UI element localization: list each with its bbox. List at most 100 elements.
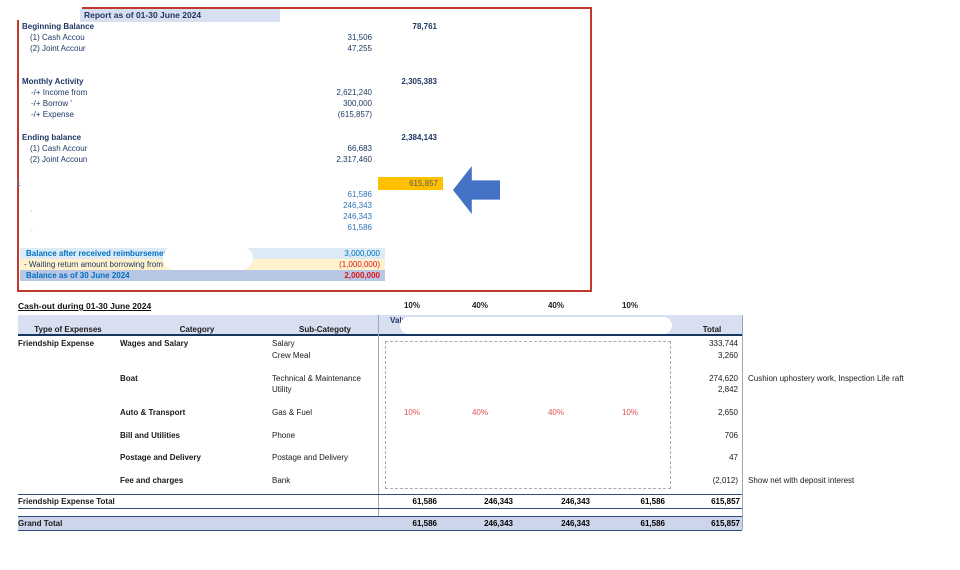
expense-total: (2,012) <box>712 476 738 485</box>
row-value-joint-account-2: 2,317,460 <box>336 155 372 164</box>
expense-total: 47 <box>729 453 738 462</box>
expense-category: Auto & Transport <box>120 408 186 417</box>
subtotal-value: 246,343 <box>561 497 590 506</box>
quarter-value: 61,586 <box>347 190 372 199</box>
expense-subcategory: Salary <box>272 339 295 348</box>
header-bottom-border <box>18 334 742 336</box>
expense-total: 3,260 <box>717 351 738 360</box>
erased-text-fragment: ˎ <box>31 226 33 232</box>
row-label-income: -/+ Income from <box>31 88 88 97</box>
report-title-cell: Report as of 01-30 June 2024 <box>80 9 280 22</box>
row-value-income: 2,621,240 <box>336 88 372 97</box>
row-value-cash-account-2: 66,683 <box>347 144 372 153</box>
expense-total: 2,650 <box>717 408 738 417</box>
row-label-ending-balance: Ending balance <box>22 133 82 142</box>
summary-value-final-balance: 2,000,000 <box>344 271 380 280</box>
subtotal-value: 61,586 <box>412 497 437 506</box>
column-header-category: Category <box>179 325 215 334</box>
row-label-borrow: -/+ Borrow ' <box>31 99 72 108</box>
grand-total-value: 61,586 <box>412 519 437 528</box>
summary-value-waiting-return: (1,000,000) <box>339 260 380 269</box>
subtotal-value: 246,343 <box>484 497 513 506</box>
expense-subcategory: Crew Meal <box>272 351 311 360</box>
quarter-value: 246,343 <box>343 212 372 221</box>
subtotal-bottom-border <box>18 508 742 509</box>
column-header-subcategory: Sub-Categoty <box>299 325 351 334</box>
erased-text-fragment: L <box>17 179 21 186</box>
row-value-monthly-activity: 2,305,383 <box>401 77 437 86</box>
row-label-joint-account-1: (2) Joint Accour <box>30 44 86 53</box>
row-label-beginning-balance: Beginning Balance <box>22 22 95 31</box>
report-box-border-top <box>82 7 592 9</box>
summary-label-waiting-return: - Waiting return amount borrowing from <box>24 260 163 269</box>
weight-percent: 10% <box>403 301 420 310</box>
summary-value-reimbursement: 3,000,000 <box>344 249 380 258</box>
cashout-title: Cash-out during 01-30 June 2024 <box>18 301 152 311</box>
report-box-border-bottom <box>17 290 592 292</box>
column-header-total: Total <box>702 325 722 334</box>
row-value-expense: (615,857) <box>337 110 372 119</box>
row-label-cash-account-2: (1) Cash Accour <box>30 144 88 153</box>
grand-total-value: 246,343 <box>561 519 590 528</box>
expense-subcategory: Gas & Fuel <box>272 408 313 417</box>
column-header-type: Type of Expenses <box>34 325 102 334</box>
grand-total-value: 246,343 <box>484 519 513 528</box>
weight-percent: 40% <box>547 301 564 310</box>
row-value-cash-account-1: 31,506 <box>347 33 372 42</box>
redaction-blob <box>163 246 253 270</box>
expense-total: 333,744 <box>709 339 738 348</box>
subtotal-top-border <box>18 494 742 495</box>
erased-text-fragment: ʻ <box>31 211 33 217</box>
red-weight-percent: 10% <box>403 408 420 417</box>
dashed-values-box <box>385 341 671 489</box>
expense-note: Cushion uphostery work, Inspection Life … <box>748 374 904 383</box>
expense-total: 2,842 <box>717 385 738 394</box>
expense-category: Fee and charges <box>120 476 184 485</box>
subtotal-label: Friendship Expense Total <box>18 497 115 506</box>
row-label-cash-account-1: (1) Cash Accou <box>30 33 85 42</box>
expense-subcategory: Postage and Delivery <box>272 453 349 462</box>
subtotal-grand-value: 615,857 <box>711 497 740 506</box>
weight-percent: 10% <box>621 301 638 310</box>
grand-total-band <box>18 517 742 530</box>
arrow-left-icon <box>453 166 500 214</box>
row-value-joint-account-1: 47,255 <box>347 44 372 53</box>
red-weight-percent: 10% <box>621 408 638 417</box>
summary-row-bg-final-balance <box>20 270 385 281</box>
expense-subcategory: Phone <box>272 431 296 440</box>
subtotal-value: 61,586 <box>640 497 665 506</box>
expense-total: 274,620 <box>709 374 738 383</box>
row-value-beginning-balance: 78,761 <box>412 22 437 31</box>
quarter-value: 61,586 <box>347 223 372 232</box>
highlighted-expense-cell: 615,857 <box>378 177 443 190</box>
expense-subcategory: Bank <box>272 476 291 485</box>
row-label-monthly-activity: Monthly Activity <box>22 77 84 86</box>
expense-category: Postage and Delivery <box>120 453 201 462</box>
report-box-border-right <box>590 7 592 292</box>
expense-type: Friendship Expense <box>18 339 95 348</box>
redaction-blob-header <box>400 317 672 334</box>
weight-percent: 40% <box>471 301 488 310</box>
report-box-border-left <box>17 20 19 290</box>
highlighted-expense-value: 615,857 <box>409 179 438 188</box>
grand-total-label: Grand Total <box>18 519 63 528</box>
summary-label-reimbursement: Balance after received reimbursement <box>26 249 171 258</box>
quarter-value: 246,343 <box>343 201 372 210</box>
row-value-borrow: 300,000 <box>343 99 372 108</box>
row-label-expense: -/+ Expense <box>31 110 74 119</box>
row-label-joint-account-2: (2) Joint Accoun <box>30 155 88 164</box>
summary-label-final-balance: Balance as of 30 June 2024 <box>26 271 130 280</box>
expense-category: Wages and Salary <box>120 339 189 348</box>
grand-total-bottom-border <box>18 530 742 531</box>
expense-subcategory: Technical & Maintenance <box>272 374 361 383</box>
red-weight-percent: 40% <box>547 408 564 417</box>
grand-total-grand-value: 615,857 <box>711 519 740 528</box>
expense-note: Show net with deposit interest <box>748 476 855 485</box>
expense-subcategory: Utility <box>272 385 292 394</box>
grand-total-value: 61,586 <box>640 519 665 528</box>
grand-total-top-border <box>18 516 742 517</box>
red-weight-percent: 40% <box>471 408 488 417</box>
gridline-vertical <box>378 315 379 530</box>
expense-category: Boat <box>120 374 138 383</box>
